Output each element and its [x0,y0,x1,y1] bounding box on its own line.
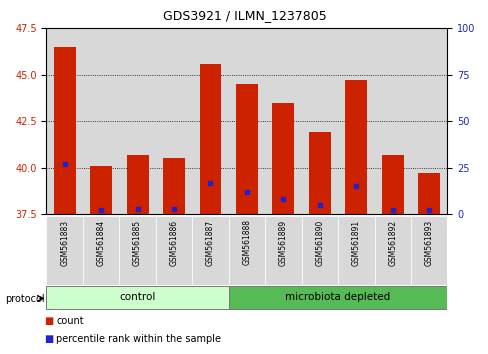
Text: GSM561889: GSM561889 [278,219,287,266]
Text: GSM561891: GSM561891 [351,219,360,266]
Bar [272,103,294,214]
Bar [156,216,192,285]
Bar [126,155,148,214]
Bar [199,64,221,214]
Bar [264,216,301,285]
Bar [228,286,447,308]
Text: protocol: protocol [5,294,44,304]
Bar [46,286,228,308]
Text: GSM561893: GSM561893 [424,219,433,266]
Bar [337,216,374,285]
Text: GSM561887: GSM561887 [205,219,215,266]
Bar [374,216,410,285]
Bar [308,132,330,214]
Text: GSM561890: GSM561890 [315,219,324,266]
Text: GSM561884: GSM561884 [97,219,105,266]
Text: GSM561888: GSM561888 [242,219,251,266]
Text: ■: ■ [44,316,53,326]
Bar [345,80,366,214]
Bar [90,166,112,214]
Text: control: control [119,292,156,302]
Text: GSM561886: GSM561886 [169,219,178,266]
Bar [46,216,83,285]
Text: microbiota depleted: microbiota depleted [285,292,390,302]
Bar [192,216,228,285]
Bar [417,173,439,214]
Bar [410,216,447,285]
Bar [381,155,403,214]
Text: percentile rank within the sample: percentile rank within the sample [56,334,221,344]
Text: GDS3921 / ILMN_1237805: GDS3921 / ILMN_1237805 [163,9,325,22]
Text: ■: ■ [44,334,53,344]
Text: GSM561885: GSM561885 [133,219,142,266]
Text: GSM561883: GSM561883 [60,219,69,266]
Bar [119,216,156,285]
Bar [236,84,257,214]
Bar [228,216,264,285]
Text: count: count [56,316,83,326]
Text: GSM561892: GSM561892 [387,219,396,266]
Bar [301,216,337,285]
Bar [163,158,184,214]
Bar [54,47,76,214]
Bar [83,216,119,285]
